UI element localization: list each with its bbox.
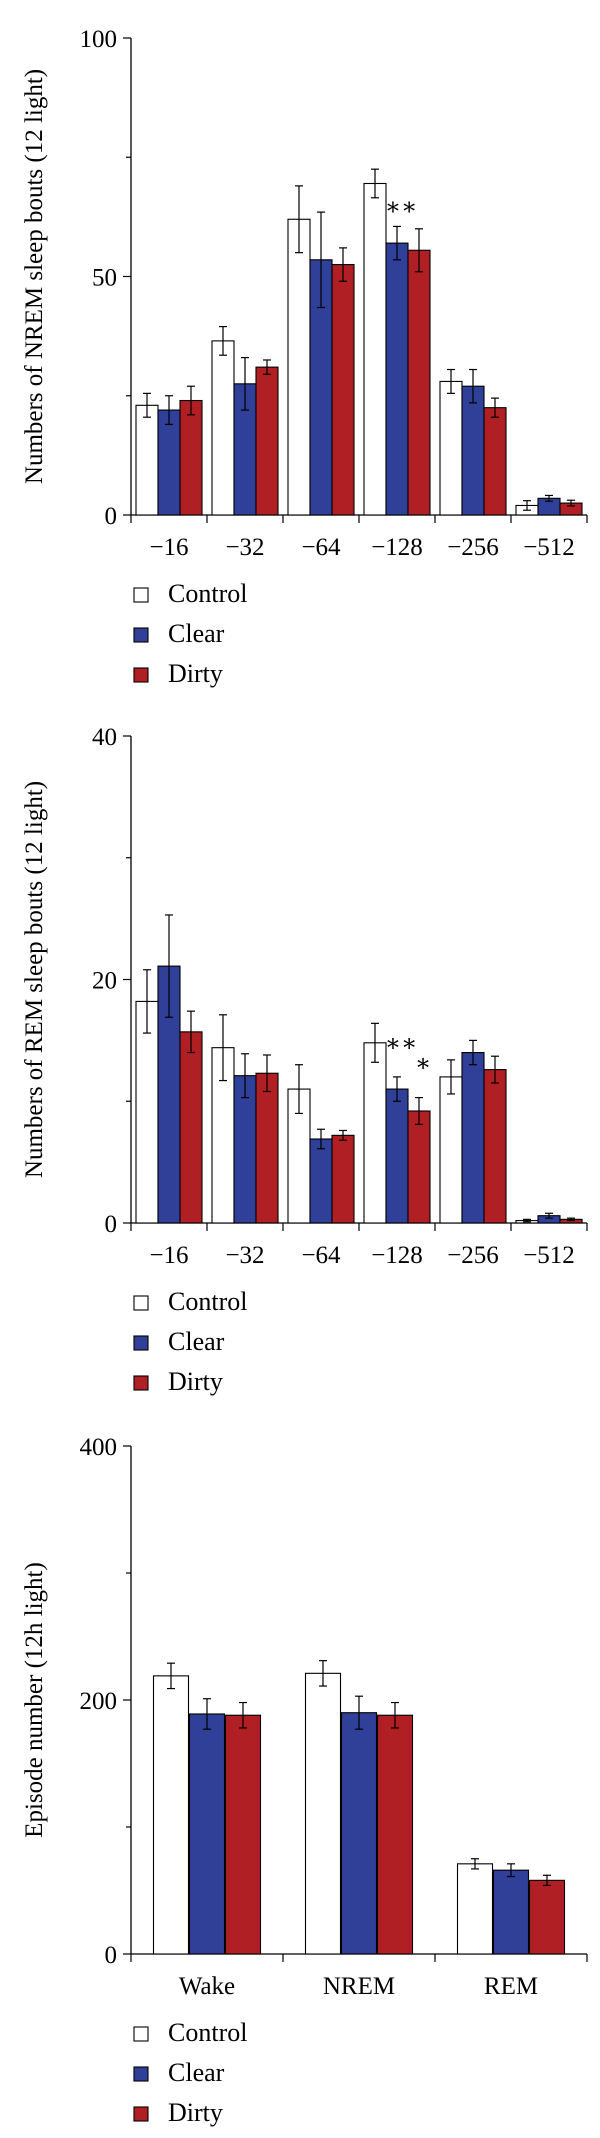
bar-dirty xyxy=(483,1069,507,1224)
legend-label-control: Control xyxy=(168,1287,247,1316)
bar-control xyxy=(363,1042,387,1224)
legend-swatch-dirty xyxy=(133,667,149,683)
bar-clear xyxy=(309,1138,333,1224)
y-tick-label: 0 xyxy=(105,503,118,530)
legend: Control Clear Dirty xyxy=(133,1287,247,1396)
legend-swatch-control xyxy=(133,2026,149,2042)
bar-dirty xyxy=(483,407,507,516)
y-tick-label: 0 xyxy=(105,1942,118,1969)
chart-3: 0 200 400 Wake NREM REM Episode number (12h li… xyxy=(21,1434,588,2127)
y-tick-label: 40 xyxy=(92,724,117,751)
legend-swatch-clear xyxy=(133,627,149,643)
x-tick-label: −512 xyxy=(523,1242,575,1269)
bar-dirty xyxy=(407,1110,431,1224)
y-axis-label: Episode number (12h light) xyxy=(21,1562,48,1838)
legend: Control Clear Dirty xyxy=(133,2018,247,2127)
bar-dirty xyxy=(528,1879,566,1955)
x-tick-label: −32 xyxy=(225,1242,264,1269)
x-tick-label: −512 xyxy=(523,534,575,561)
significance-marker: ∗∗ xyxy=(385,1031,418,1057)
bar-control xyxy=(287,218,311,516)
y-tick-label: 200 xyxy=(80,1688,118,1715)
y-axis-label: Numbers of REM sleep bouts (12 light) xyxy=(21,781,48,1178)
x-tick-label: −16 xyxy=(149,534,188,561)
y-tick-label: 100 xyxy=(80,26,118,53)
bar-dirty xyxy=(331,264,355,516)
x-tick-label: NREM xyxy=(323,1973,395,2000)
y-tick-label: 20 xyxy=(92,968,117,995)
legend: Control Clear Dirty xyxy=(133,579,247,688)
x-tick-label: −64 xyxy=(301,534,341,561)
significance-marker: ∗ xyxy=(415,1051,431,1077)
x-tick-label: −128 xyxy=(371,534,423,561)
bar-clear xyxy=(188,1713,226,1955)
chart-2: 0 20 40 −16 −32 −64 −128 −256 −512 Numbers of REM… xyxy=(21,724,588,1396)
bar-clear xyxy=(461,1052,485,1224)
significance-marker: ∗∗ xyxy=(385,194,418,220)
x-tick-label: −256 xyxy=(447,534,499,561)
bar-control xyxy=(135,1000,159,1224)
bar-clear xyxy=(385,242,409,516)
bar-control xyxy=(152,1675,190,1955)
bar-control xyxy=(439,1076,463,1224)
bar-dirty xyxy=(331,1134,355,1224)
bar-clear xyxy=(340,1712,378,1955)
legend-swatch-dirty xyxy=(133,2106,149,2122)
legend-label-control: Control xyxy=(168,2018,247,2047)
legend-swatch-control xyxy=(133,1295,149,1311)
bar-control xyxy=(135,404,159,516)
legend-label-dirty: Dirty xyxy=(168,1367,223,1396)
legend-label-clear: Clear xyxy=(168,619,225,648)
bar-control xyxy=(363,182,387,516)
bar-dirty xyxy=(407,249,431,516)
bar-clear xyxy=(385,1088,409,1224)
x-tick-label: −256 xyxy=(447,1242,499,1269)
legend-label-clear: Clear xyxy=(168,2058,225,2087)
x-tick-label: −128 xyxy=(371,1242,423,1269)
bar-clear xyxy=(157,409,181,516)
x-tick-label: −64 xyxy=(301,1242,341,1269)
bar-dirty xyxy=(179,399,203,516)
legend-swatch-clear xyxy=(133,2066,149,2082)
bar-dirty xyxy=(255,366,279,516)
chart-1: 0 50 100 −16 −32 −64 −128 −256 −512 Numbers of NR… xyxy=(21,26,588,688)
x-tick-label: REM xyxy=(484,1973,538,2000)
bar-control xyxy=(439,380,463,516)
bar-clear xyxy=(492,1869,530,1955)
legend-swatch-control xyxy=(133,587,149,603)
y-tick-label: 0 xyxy=(105,1211,118,1238)
legend-label-dirty: Dirty xyxy=(168,2098,223,2127)
x-tick-label: −32 xyxy=(225,534,264,561)
legend-label-clear: Clear xyxy=(168,1327,225,1356)
legend-label-control: Control xyxy=(168,579,247,608)
bar-dirty xyxy=(255,1072,279,1224)
y-axis-label: Numbers of NREM sleep bouts (12 light) xyxy=(21,69,48,484)
bar-dirty xyxy=(224,1714,262,1955)
bar-control xyxy=(304,1672,342,1955)
y-tick-label: 50 xyxy=(92,265,117,292)
bar-dirty xyxy=(376,1714,414,1955)
legend-label-dirty: Dirty xyxy=(168,659,223,688)
bar-dirty xyxy=(179,1031,203,1224)
legend-swatch-clear xyxy=(133,1335,149,1351)
bar-clear xyxy=(461,385,485,516)
y-tick-label: 400 xyxy=(80,1434,118,1461)
x-tick-label: −16 xyxy=(149,1242,188,1269)
bar-control xyxy=(211,340,235,516)
bar-control xyxy=(456,1863,494,1955)
x-tick-label: Wake xyxy=(179,1973,235,2000)
legend-swatch-dirty xyxy=(133,1375,149,1391)
